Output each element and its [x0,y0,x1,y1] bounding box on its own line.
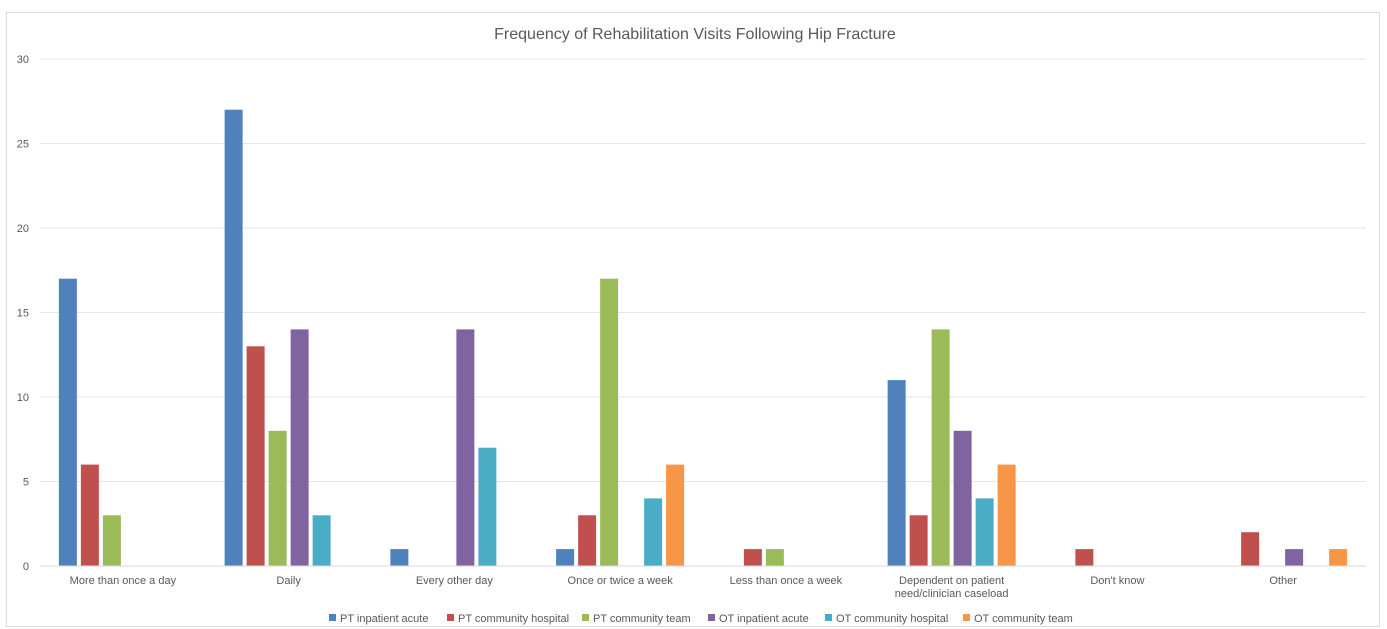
x-category-label: Dependent on patient need/clinician casel… [895,575,1009,600]
x-category-label: More than once a day [70,575,177,587]
bar [743,549,762,566]
legend-item: OT inpatient acute [708,613,809,625]
legend-swatch [447,614,454,621]
bar [556,549,575,566]
bars [58,109,1348,566]
y-tick-label: 30 [17,54,29,66]
legend: PT inpatient acute PT community hospital P… [329,613,1073,625]
legend-item: PT community hospital [447,613,569,625]
legend-label: OT community team [974,613,1073,625]
bar [224,109,243,566]
bar [600,278,619,566]
x-category-label: Every other day [416,575,494,587]
bar [975,498,994,566]
x-category-label: Daily [276,575,301,587]
bar [578,515,597,566]
legend-item: PT inpatient acute [329,613,428,625]
bar [997,464,1016,566]
bar [456,329,475,566]
bar [1075,549,1094,566]
bar [765,549,784,566]
chart-title: Frequency of Rehabilitation Visits Follo… [494,26,896,43]
legend-label: OT community hospital [836,613,948,625]
y-tick-label: 25 [17,139,29,151]
legend-swatch [582,614,589,621]
bar [390,549,409,566]
bar [887,380,906,566]
legend-swatch [708,614,715,621]
legend-swatch [329,614,336,621]
bar [80,464,99,566]
bar [246,346,265,566]
bar [268,430,287,566]
y-tick-label: 15 [17,308,29,320]
y-axis-ticks: 0 5 10 15 20 25 30 [17,54,29,573]
bar [666,464,685,566]
legend-item: PT community team [582,613,691,625]
x-category-label: Don't know [1090,575,1144,587]
legend-label: PT inpatient acute [340,613,428,625]
bar [312,515,331,566]
y-tick-label: 5 [23,477,29,489]
bar [1329,549,1348,566]
legend-label: PT community hospital [458,613,569,625]
bar [478,447,497,566]
bar [953,430,972,566]
bar [644,498,663,566]
bar [1241,532,1260,566]
legend-item: OT community team [963,613,1073,625]
y-tick-label: 0 [23,561,29,573]
bar [58,278,77,566]
x-category-label: Less than once a week [730,575,843,587]
y-tick-label: 20 [17,223,29,235]
x-category-label: Other [1269,575,1297,587]
bar [909,515,928,566]
x-axis-category-labels: More than once a day Daily Every other day… [70,575,1298,600]
y-tick-label: 10 [17,392,29,404]
legend-swatch [825,614,832,621]
legend-item: OT community hospital [825,613,948,625]
legend-label: PT community team [593,613,691,625]
bar [931,329,950,566]
bar [290,329,309,566]
legend-label: OT inpatient acute [719,613,809,625]
bar [1285,549,1304,566]
x-category-label: Once or twice a week [568,575,674,587]
bar [102,515,121,566]
legend-swatch [963,614,970,621]
